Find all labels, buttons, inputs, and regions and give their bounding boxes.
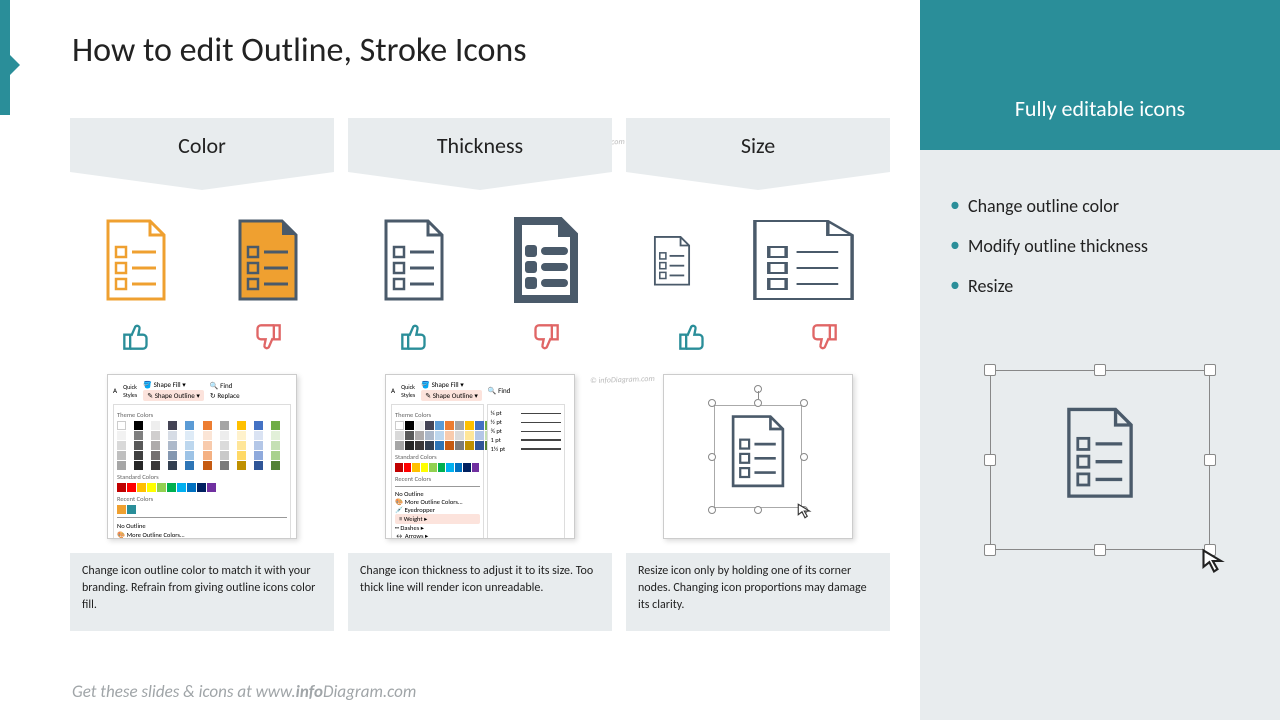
footer-rest: Diagram.com	[323, 681, 416, 702]
screenshot-thickness: AQuickStyles 🪣 Shape Fill ▾ ✎ Shape Outl…	[385, 374, 575, 539]
scr-w: ¼ pt	[491, 409, 502, 417]
cursor-icon	[1200, 547, 1228, 575]
desc-color: Change icon outline color to match it wi…	[70, 553, 334, 631]
footer-prefix: Get these slides & icons at www.	[72, 681, 296, 702]
thumbs-up-icon	[678, 323, 706, 356]
thumbs-down-icon	[532, 323, 560, 356]
page-title: How to edit Outline, Stroke Icons	[72, 30, 527, 71]
scr-label: Replace	[217, 391, 239, 400]
scr-label: Eyedropper	[405, 506, 435, 514]
thumbs-row	[626, 323, 890, 356]
doc-icon	[1060, 405, 1140, 505]
thumbs-down-icon	[810, 323, 838, 356]
accent-notch-icon	[10, 55, 20, 75]
tab-label: Thickness	[437, 132, 523, 159]
scr-label: Theme Colors	[395, 411, 480, 419]
desc-thickness: Change icon thickness to adjust it to it…	[348, 553, 612, 631]
icons-row	[70, 207, 334, 317]
sidebar-title: Fully editable icons	[920, 95, 1280, 122]
resize-handle[interactable]	[984, 544, 996, 556]
resize-handle[interactable]	[984, 454, 996, 466]
sidebar-item: Resize	[950, 275, 1260, 297]
scr-label: More Outline Colors…	[127, 531, 185, 539]
thumbs-row	[348, 323, 612, 356]
icons-row	[348, 207, 612, 317]
scr-label: Find	[220, 381, 232, 390]
thumbs-up-icon	[122, 323, 150, 356]
resize-handle[interactable]	[1094, 364, 1106, 376]
scr-label: More Outline Colors…	[405, 498, 463, 506]
scr-w: ¾ pt	[491, 427, 502, 435]
footer: Get these slides & icons at www.infoDiag…	[72, 681, 416, 702]
scr-label: No Outline	[117, 521, 287, 531]
tab-color: Color	[70, 118, 334, 172]
sidebar: Fully editable icons Change outline colo…	[920, 0, 1280, 720]
scr-label: Arrows	[405, 532, 424, 539]
tab-size: Size	[626, 118, 890, 172]
columns: Color AQuickStyles 🪣 Shape Fill ▾ ✎ Shap…	[70, 118, 890, 631]
tab-label: Color	[178, 132, 226, 159]
scr-label: Standard Colors	[117, 473, 287, 481]
doc-filled-orange-icon	[232, 217, 304, 307]
scr-w: ½ pt	[491, 418, 502, 426]
desc-size: Resize icon only by holding one of its c…	[626, 553, 890, 631]
doc-outline-orange-icon	[100, 217, 172, 307]
scr-label: Recent Colors	[117, 495, 287, 503]
scr-label: Find	[498, 386, 510, 395]
scr-w: 1½ pt	[491, 445, 506, 453]
scr-label: No Outline	[395, 490, 480, 498]
icons-row	[626, 207, 890, 317]
resize-handle[interactable]	[1204, 454, 1216, 466]
selection-demo	[990, 370, 1210, 550]
scr-w: 1 pt	[491, 436, 501, 444]
doc-small-icon	[650, 234, 694, 290]
thumbs-row	[70, 323, 334, 356]
screenshot-color: AQuickStyles 🪣 Shape Fill ▾ ✎ Shape Outl…	[107, 374, 297, 539]
doc-thick-slate-icon	[510, 217, 582, 307]
thumbs-down-icon	[254, 323, 282, 356]
scr-label: Shape Fill	[432, 380, 459, 389]
doc-outline-slate-icon	[378, 217, 450, 307]
screenshot-size	[663, 374, 853, 539]
col-color: Color AQuickStyles 🪣 Shape Fill ▾ ✎ Shap…	[70, 118, 334, 631]
tab-label: Size	[741, 132, 775, 159]
scr-label: Recent Colors	[395, 475, 480, 483]
scr-label: Weight	[404, 515, 423, 523]
sidebar-item: Modify outline thickness	[950, 235, 1260, 257]
scr-label: Theme Colors	[117, 411, 287, 419]
scr-label: Shape Outline	[155, 391, 195, 400]
col-thickness: Thickness AQuickStyles 🪣 Shape Fill ▾ ✎ …	[348, 118, 612, 631]
thumbs-up-icon	[400, 323, 428, 356]
sidebar-item: Change outline color	[950, 195, 1260, 217]
resize-handle[interactable]	[1204, 364, 1216, 376]
doc-stretched-icon	[741, 217, 866, 307]
sidebar-list: Change outline color Modify outline thic…	[950, 195, 1260, 315]
tab-thickness: Thickness	[348, 118, 612, 172]
resize-handle[interactable]	[984, 364, 996, 376]
main-panel: How to edit Outline, Stroke Icons © info…	[0, 0, 920, 720]
scr-label: Dashes	[400, 524, 419, 532]
scr-label: Shape Outline	[433, 391, 473, 400]
scr-label: Shape Fill	[154, 380, 181, 389]
resize-handle[interactable]	[1094, 544, 1106, 556]
footer-bold: info	[296, 681, 323, 702]
accent-bar	[0, 0, 10, 115]
scr-label: Standard Colors	[395, 453, 480, 461]
col-size: Size	[626, 118, 890, 631]
